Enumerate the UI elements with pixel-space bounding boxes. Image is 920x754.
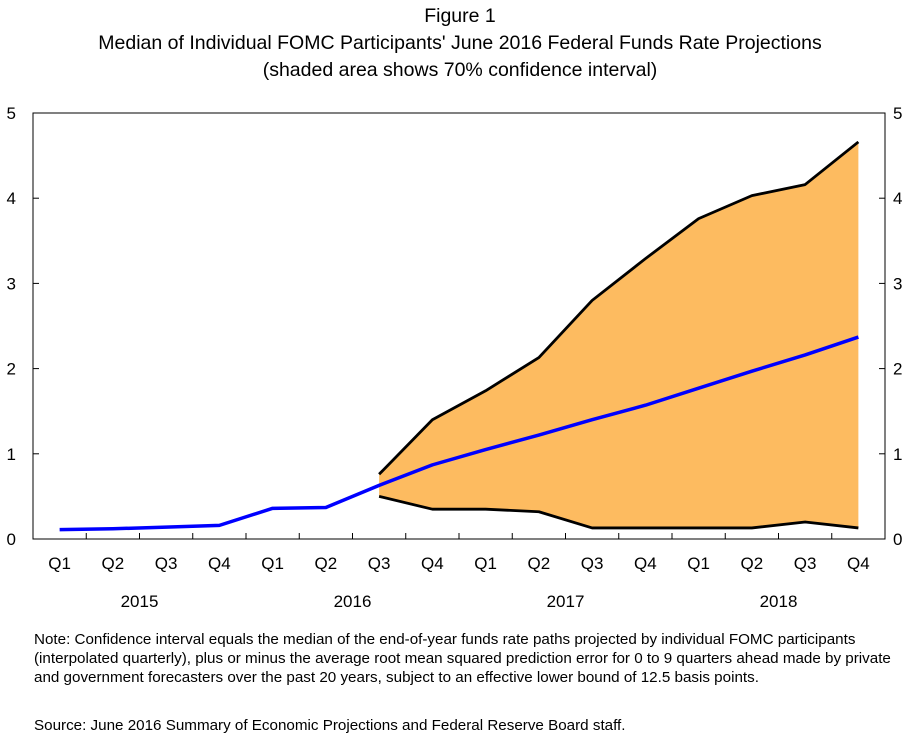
right-y-tick-label: 0 xyxy=(893,530,902,549)
x-tick-label: Q4 xyxy=(847,554,870,573)
year-label: 2015 xyxy=(121,592,159,611)
x-tick-label: Q2 xyxy=(315,554,338,573)
x-tick-label: Q3 xyxy=(794,554,817,573)
left-y-tick-label: 5 xyxy=(7,104,16,123)
source-text: Source: June 2016 Summary of Economic Pr… xyxy=(34,717,626,734)
right-y-tick-label: 1 xyxy=(893,445,902,464)
right-y-tick-label: 2 xyxy=(893,360,902,379)
right-y-tick-label: 4 xyxy=(893,189,902,208)
x-tick-label: Q4 xyxy=(634,554,657,573)
right-y-tick-label: 3 xyxy=(893,274,902,293)
left-y-tick-label: 1 xyxy=(7,445,16,464)
x-tick-label: Q1 xyxy=(474,554,497,573)
x-tick-label: Q2 xyxy=(102,554,125,573)
left-y-tick-label: 2 xyxy=(7,360,16,379)
lower-bound-line xyxy=(378,495,859,530)
x-tick-label: Q3 xyxy=(581,554,604,573)
figure-label: Figure 1 xyxy=(424,5,496,27)
note-text: Note: Confidence interval equals the med… xyxy=(34,631,891,686)
x-tick-label: Q1 xyxy=(261,554,284,573)
right-y-tick-label: 5 xyxy=(893,104,902,123)
x-tick-label: Q3 xyxy=(155,554,178,573)
upper-bound-line xyxy=(378,140,860,476)
median-line xyxy=(59,335,859,532)
left-y-tick-label: 0 xyxy=(7,530,16,549)
year-label: 2017 xyxy=(547,592,585,611)
left-y-tick-label: 3 xyxy=(7,274,16,293)
x-tick-label: Q1 xyxy=(48,554,71,573)
year-label: 2018 xyxy=(760,592,798,611)
year-label: 2016 xyxy=(334,592,372,611)
chart-title: Median of Individual FOMC Participants' … xyxy=(98,32,822,54)
projection-chart: Figure 1 Median of Individual FOMC Parti… xyxy=(7,5,903,611)
confidence-band xyxy=(379,141,859,528)
x-tick-label: Q1 xyxy=(687,554,710,573)
x-tick-label: Q4 xyxy=(421,554,444,573)
left-y-tick-label: 4 xyxy=(7,189,16,208)
x-tick-label: Q2 xyxy=(741,554,764,573)
x-tick-label: Q4 xyxy=(208,554,231,573)
plot-area: 0 0 1 1 2 2 3 3 4 4 5 5 Q1 Q2 Q3 Q4 Q1 Q2 Q3 Q4 Q1 Q2 Q3 Q4 Q1 Q2… xyxy=(7,104,903,611)
x-tick-label: Q3 xyxy=(368,554,391,573)
x-tick-label: Q2 xyxy=(528,554,551,573)
chart-subtitle: (shaded area shows 70% confidence interv… xyxy=(263,59,658,81)
